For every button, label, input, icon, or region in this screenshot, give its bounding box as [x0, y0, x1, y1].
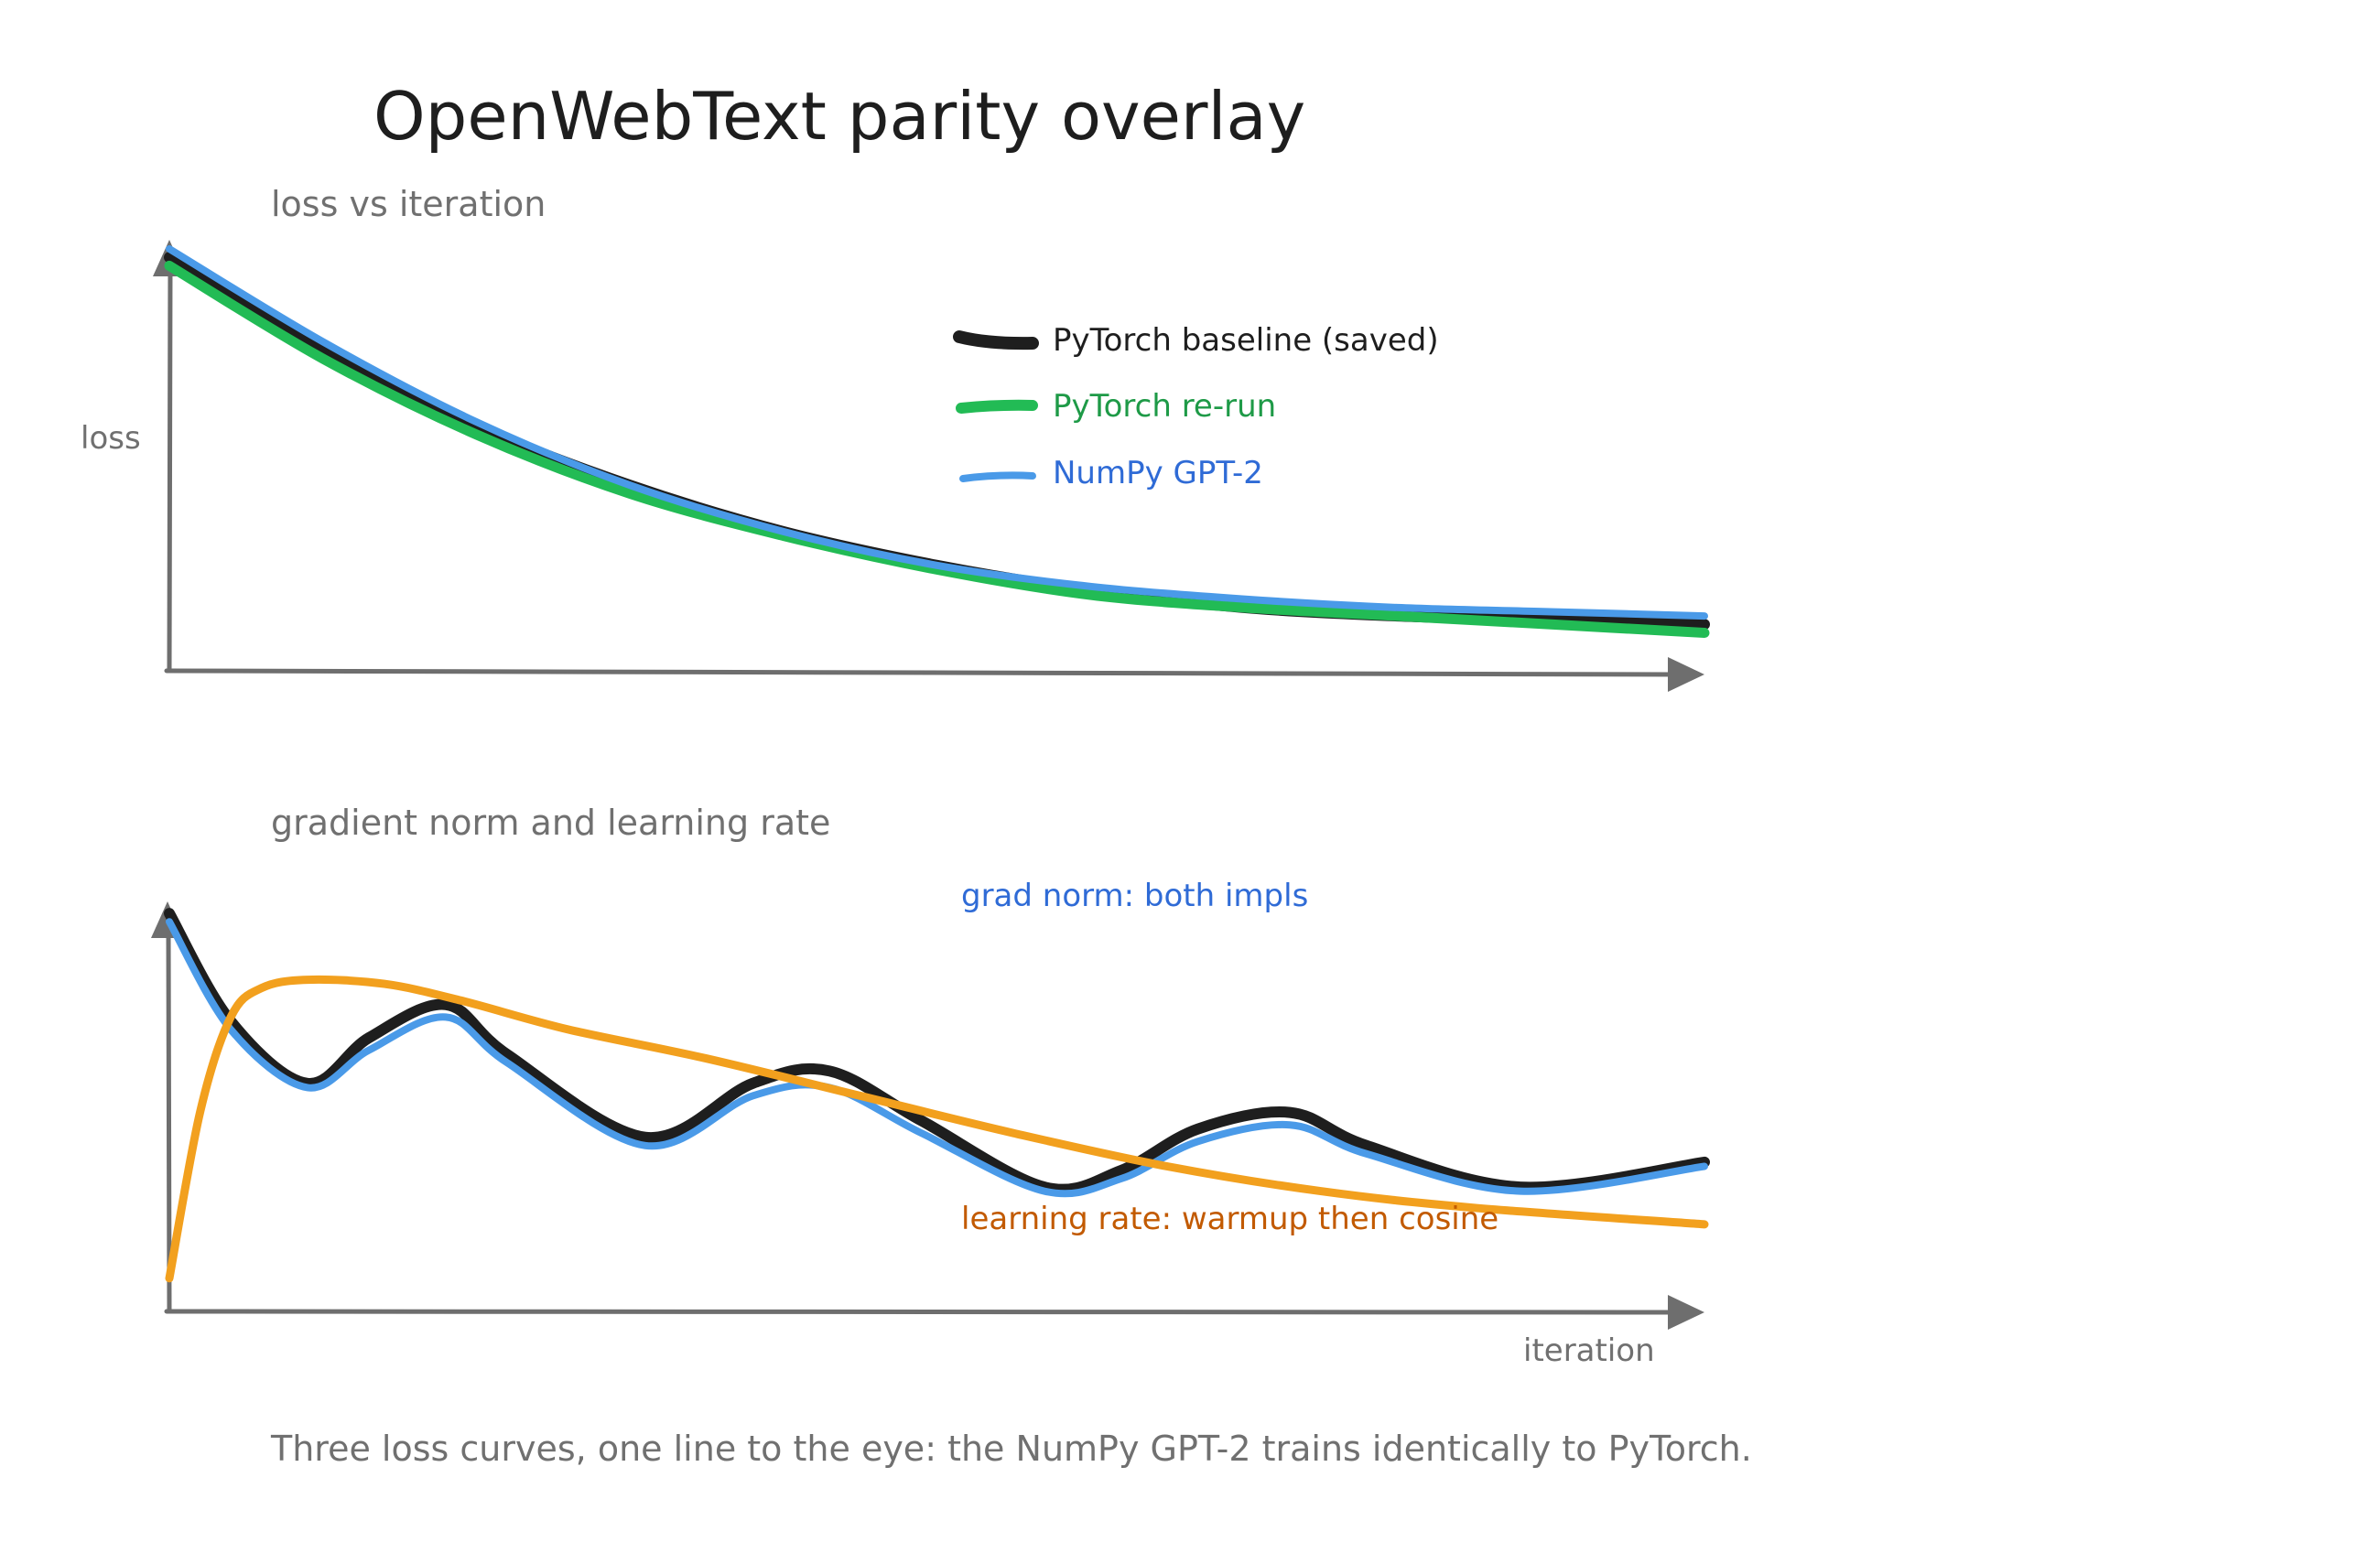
loss-y-axis-label: loss	[81, 420, 141, 457]
loss-x-axis	[164, 668, 1678, 677]
loss-panel: loss vs iteration loss PyTorch baseline …	[81, 184, 1710, 692]
series-line-grad-norm-numpy	[166, 918, 1708, 1198]
grad-lr-y-axis	[166, 929, 172, 1314]
series-line-pytorch-rerun	[164, 260, 1710, 638]
legend-label-pytorch-baseline: PyTorch baseline (saved)	[1053, 322, 1439, 359]
loss-panel-subtitle: loss vs iteration	[271, 184, 546, 224]
series-line-learning-rate	[165, 975, 1709, 1283]
iteration-x-axis-label: iteration	[1523, 1332, 1655, 1369]
series-line-grad-norm-pytorch	[164, 908, 1710, 1195]
chart-title: OpenWebText parity overlay	[373, 78, 1305, 155]
loss-legend: PyTorch baseline (saved) PyTorch re-run …	[953, 322, 1439, 491]
legend-swatch-pytorch-rerun	[956, 399, 1038, 414]
loss-y-axis	[167, 263, 173, 674]
grad-lr-panel: gradient norm and learning rate iteratio…	[151, 803, 1710, 1369]
grad-lr-x-axis-arrowhead	[1668, 1295, 1704, 1330]
legend-label-numpy-gpt2: NumPy GPT-2	[1053, 455, 1263, 491]
loss-x-axis-arrowhead	[1668, 657, 1704, 692]
grad-lr-panel-subtitle: gradient norm and learning rate	[271, 803, 830, 843]
grad-norm-annotation: grad norm: both impls	[961, 878, 1308, 914]
grad-lr-series-group	[164, 908, 1710, 1283]
grad-lr-x-axis	[164, 1309, 1678, 1315]
chart-caption: Three loss curves, one line to the eye: …	[270, 1429, 1752, 1469]
legend-swatch-numpy-gpt2	[959, 471, 1036, 482]
series-line-numpy-gpt2	[166, 245, 1708, 620]
legend-label-pytorch-rerun: PyTorch re-run	[1053, 388, 1276, 425]
loss-series-group	[164, 245, 1710, 638]
legend-swatch-pytorch-baseline	[953, 330, 1039, 351]
learning-rate-annotation: learning rate: warmup then cosine	[961, 1201, 1498, 1237]
